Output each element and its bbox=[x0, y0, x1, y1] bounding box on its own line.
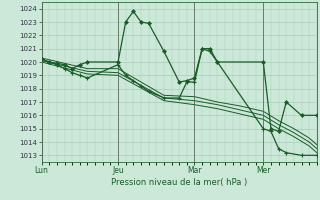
X-axis label: Pression niveau de la mer( hPa ): Pression niveau de la mer( hPa ) bbox=[111, 178, 247, 187]
